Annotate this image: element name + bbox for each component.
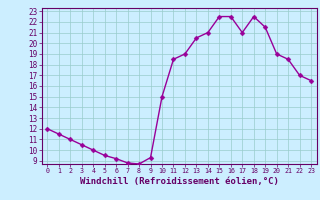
X-axis label: Windchill (Refroidissement éolien,°C): Windchill (Refroidissement éolien,°C) xyxy=(80,177,279,186)
